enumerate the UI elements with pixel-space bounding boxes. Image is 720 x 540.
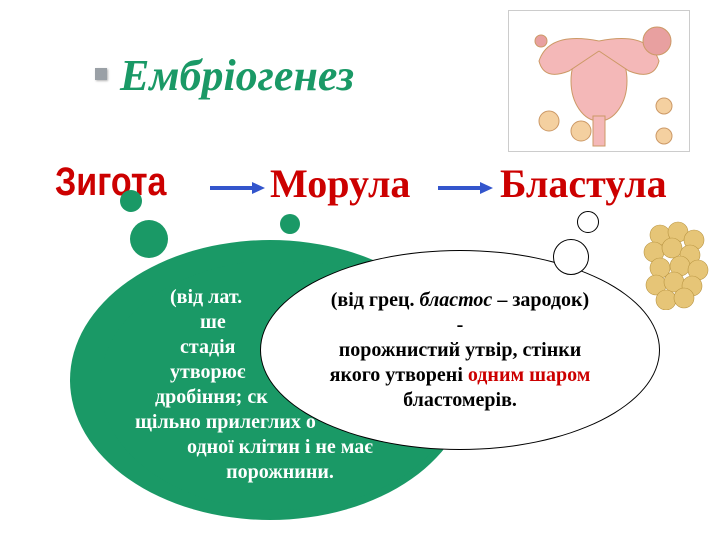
bubble-blastula: (від грец. бластос – зародок) - порожнис…	[260, 250, 660, 450]
arrow-1	[210, 182, 265, 194]
blastula-etym: (від грец. бластос – зародок)	[330, 288, 591, 313]
etym-term: бластос	[420, 289, 493, 311]
bubble-tail	[130, 220, 168, 258]
blastula-line: бластомерів.	[330, 388, 591, 413]
arrow-2	[438, 182, 493, 194]
text: якого утворені	[330, 364, 468, 386]
etym-post: – зародок)	[492, 289, 589, 311]
bubble-tail	[120, 190, 142, 212]
blastula-dash: -	[330, 313, 591, 338]
bubble-tail	[553, 239, 589, 275]
bubble-tail	[280, 214, 300, 234]
bubble-tail	[577, 211, 599, 233]
etym-pre: (від грец.	[331, 289, 420, 311]
morula-line: порожнини.	[130, 460, 430, 485]
page-title: Ембріогенез	[120, 50, 354, 101]
bubble-tail	[270, 242, 304, 276]
blastula-line: якого утворені одним шаром	[330, 363, 591, 388]
stage-blastula: Бластула	[500, 160, 667, 207]
uterus-illustration	[508, 10, 690, 152]
cell-cluster-icon	[640, 220, 710, 310]
title-bullet	[95, 68, 107, 80]
stage-morula: Морула	[270, 160, 410, 207]
highlight-text: одним шаром	[468, 364, 590, 386]
stage-zygote: Зигота	[55, 160, 166, 205]
blastula-line: порожнистий утвір, стінки	[330, 338, 591, 363]
